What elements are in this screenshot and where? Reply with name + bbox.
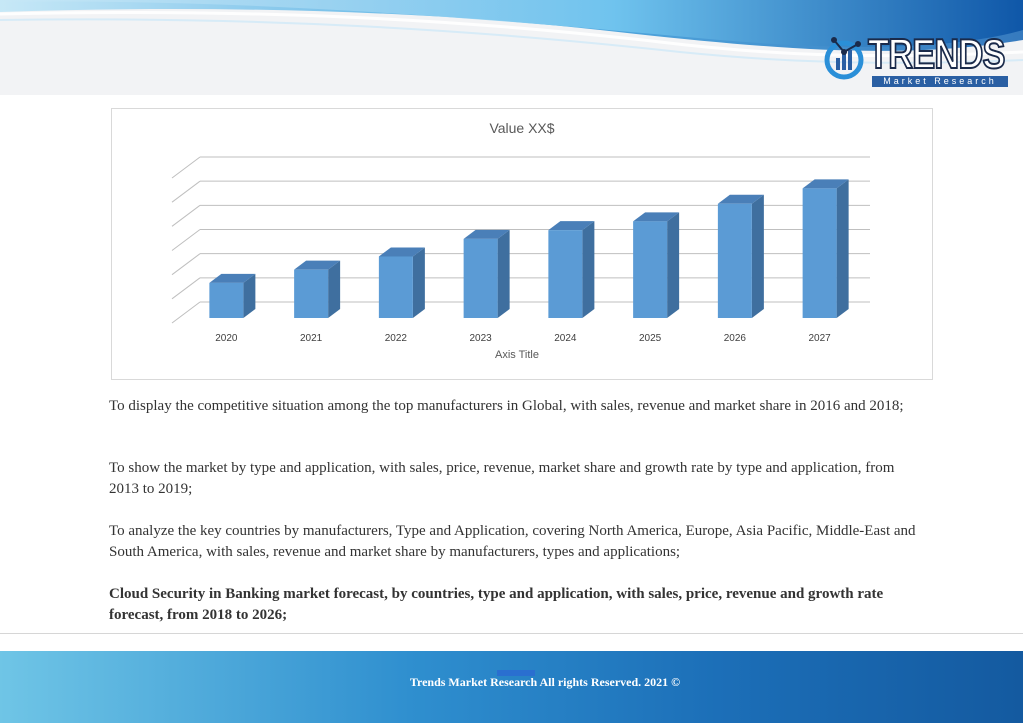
chart-container: Value XX$ 2020 2021 2022 2023 2024 2025 2026 20… — [111, 108, 933, 380]
bar-side-2026 — [751, 194, 764, 318]
paragraph-2: To show the market by type and applicati… — [109, 460, 895, 497]
gridline-depth — [171, 229, 201, 251]
paragraph-1: To display the competitive situation amo… — [109, 398, 904, 414]
bar-side-2027 — [836, 179, 849, 318]
footer-copyright: Trends Market Research All rights Reserv… — [409, 675, 681, 689]
bar-side-2023 — [497, 229, 510, 318]
bar-side-2024 — [582, 221, 595, 318]
logo-wordmark: TRENDS — [867, 30, 1006, 77]
logo-mark-icon — [824, 37, 864, 80]
x-tick-label: 2021 — [300, 333, 323, 344]
bar-2023 — [463, 238, 498, 318]
paragraph-3: To analyze the key countries by manufact… — [109, 523, 916, 560]
bar-side-2021 — [328, 260, 341, 318]
bar-2027 — [802, 188, 837, 318]
chart-x-ticks: 2020 2021 2022 2023 2024 2025 2026 2027 — [215, 333, 831, 344]
bar-chart: Value XX$ 2020 2021 2022 2023 2024 2025 2026 20… — [171, 120, 870, 361]
bar-top-2025 — [633, 212, 680, 222]
x-tick-label: 2020 — [215, 333, 238, 344]
bar-top-2020 — [209, 273, 256, 283]
logo-tagline: Market Research — [872, 76, 1008, 87]
content-divider — [0, 633, 1023, 634]
footer-accent — [497, 670, 535, 676]
gridline-depth — [171, 253, 201, 276]
chart-title: Value XX$ — [489, 120, 554, 136]
chart-bars — [209, 179, 849, 318]
page-header: TRENDS Market Research — [0, 0, 1023, 95]
x-tick-label: 2026 — [724, 333, 747, 344]
bar-2025 — [633, 221, 668, 318]
bar-side-2025 — [667, 212, 680, 318]
bar-2022 — [378, 256, 413, 318]
bar-top-2023 — [463, 229, 510, 239]
gridline-depth — [171, 180, 201, 203]
x-tick-label: 2025 — [639, 333, 662, 344]
gridline-depth — [171, 156, 201, 179]
gridline-depth — [171, 204, 201, 227]
bar-top-2024 — [548, 221, 595, 231]
gridline-depth — [171, 301, 201, 324]
x-tick-label: 2023 — [470, 333, 493, 344]
page-footer: Trends Market Research All rights Reserv… — [0, 651, 1023, 723]
paragraph-4-highlight: Cloud Security in Banking market forecas… — [109, 586, 884, 623]
chart-grid — [171, 156, 870, 324]
header-swoosh — [0, 0, 1023, 64]
bar-side-2022 — [412, 247, 425, 318]
gridline-depth — [171, 277, 201, 300]
bar-top-2027 — [802, 179, 849, 189]
bar-top-2026 — [717, 194, 764, 204]
bar-2024 — [548, 230, 583, 318]
bar-2026 — [717, 203, 752, 318]
bar-2020 — [209, 282, 244, 318]
x-tick-label: 2022 — [385, 333, 408, 344]
bar-top-2022 — [378, 247, 425, 257]
bar-side-2020 — [243, 273, 256, 318]
bar-top-2021 — [294, 260, 341, 270]
brand-logo: TRENDS Market Research — [822, 30, 1012, 88]
x-axis-title: Axis Title — [495, 349, 539, 361]
x-tick-label: 2024 — [554, 333, 577, 344]
bar-2021 — [294, 269, 329, 318]
x-tick-label: 2027 — [809, 333, 832, 344]
